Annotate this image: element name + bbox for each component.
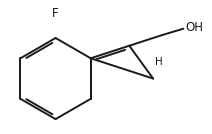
Text: H: H [155, 57, 162, 67]
Text: F: F [52, 7, 59, 20]
Text: OH: OH [185, 21, 203, 34]
